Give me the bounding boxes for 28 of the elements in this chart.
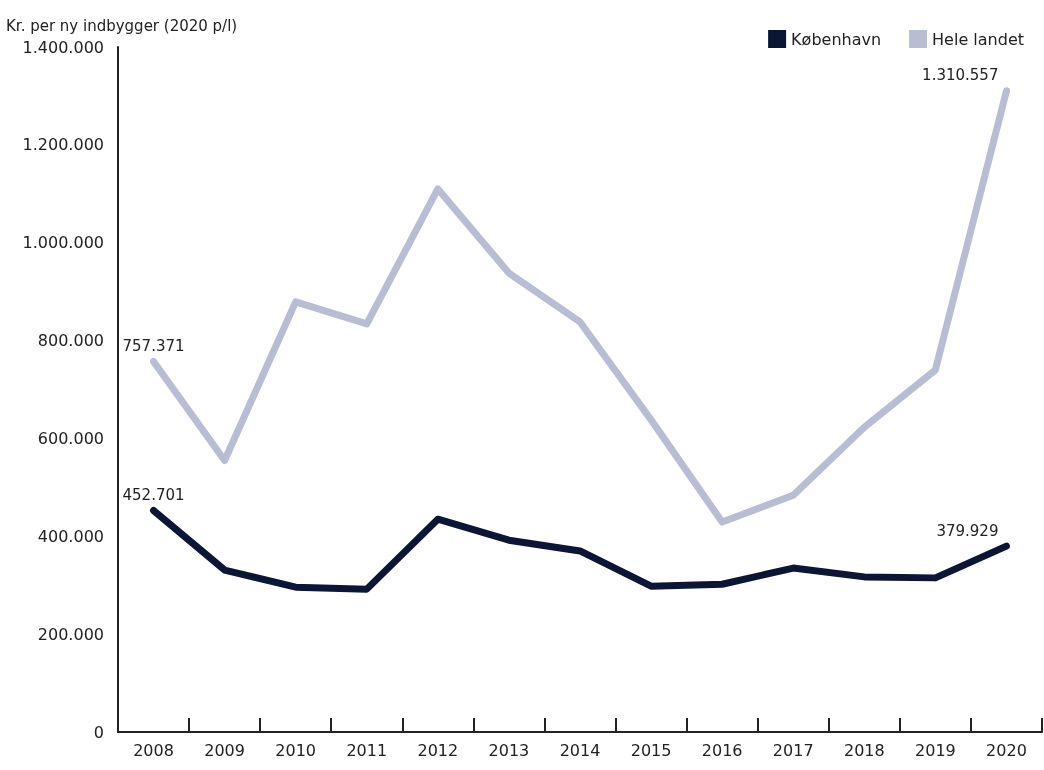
x-tick-label: 2008	[133, 740, 174, 760]
x-tick-label: 2018	[843, 740, 885, 760]
x-tick-label: 2017	[772, 740, 814, 760]
x-tick-label: 2020	[986, 740, 1027, 760]
y-tick-label: 1.200.000	[22, 135, 104, 155]
y-tick-label: 800.000	[37, 331, 104, 351]
y-tick-label: 200.000	[37, 624, 104, 644]
y-tick-label: 1.000.000	[22, 233, 104, 253]
y-tick-label: 0	[93, 722, 104, 742]
x-tick-label: 2019	[915, 740, 956, 760]
x-tick-label: 2012	[417, 740, 459, 760]
x-tick-label: 2009	[204, 740, 245, 760]
x-tick-label: 2015	[630, 740, 672, 760]
legend-label: København	[791, 29, 882, 49]
x-tick-label: 2014	[559, 740, 601, 760]
y-tick-label: 600.000	[37, 428, 104, 448]
data-label: 1.310.557	[922, 66, 999, 85]
x-tick-label: 2013	[488, 740, 530, 760]
legend-label: Hele landet	[932, 29, 1025, 49]
y-tick-label: 400.000	[37, 526, 104, 546]
y-tick-label: 1.400.000	[22, 37, 104, 57]
y-axis-title: Kr. per ny indbygger (2020 p/l)	[6, 16, 238, 35]
data-label: 379.929	[936, 521, 999, 540]
x-tick-label: 2011	[346, 740, 388, 760]
data-label: 452.701	[122, 486, 185, 504]
x-tick-label: 2016	[701, 740, 743, 760]
data-label: 757.371	[122, 336, 185, 355]
x-tick-label: 2010	[275, 740, 317, 760]
